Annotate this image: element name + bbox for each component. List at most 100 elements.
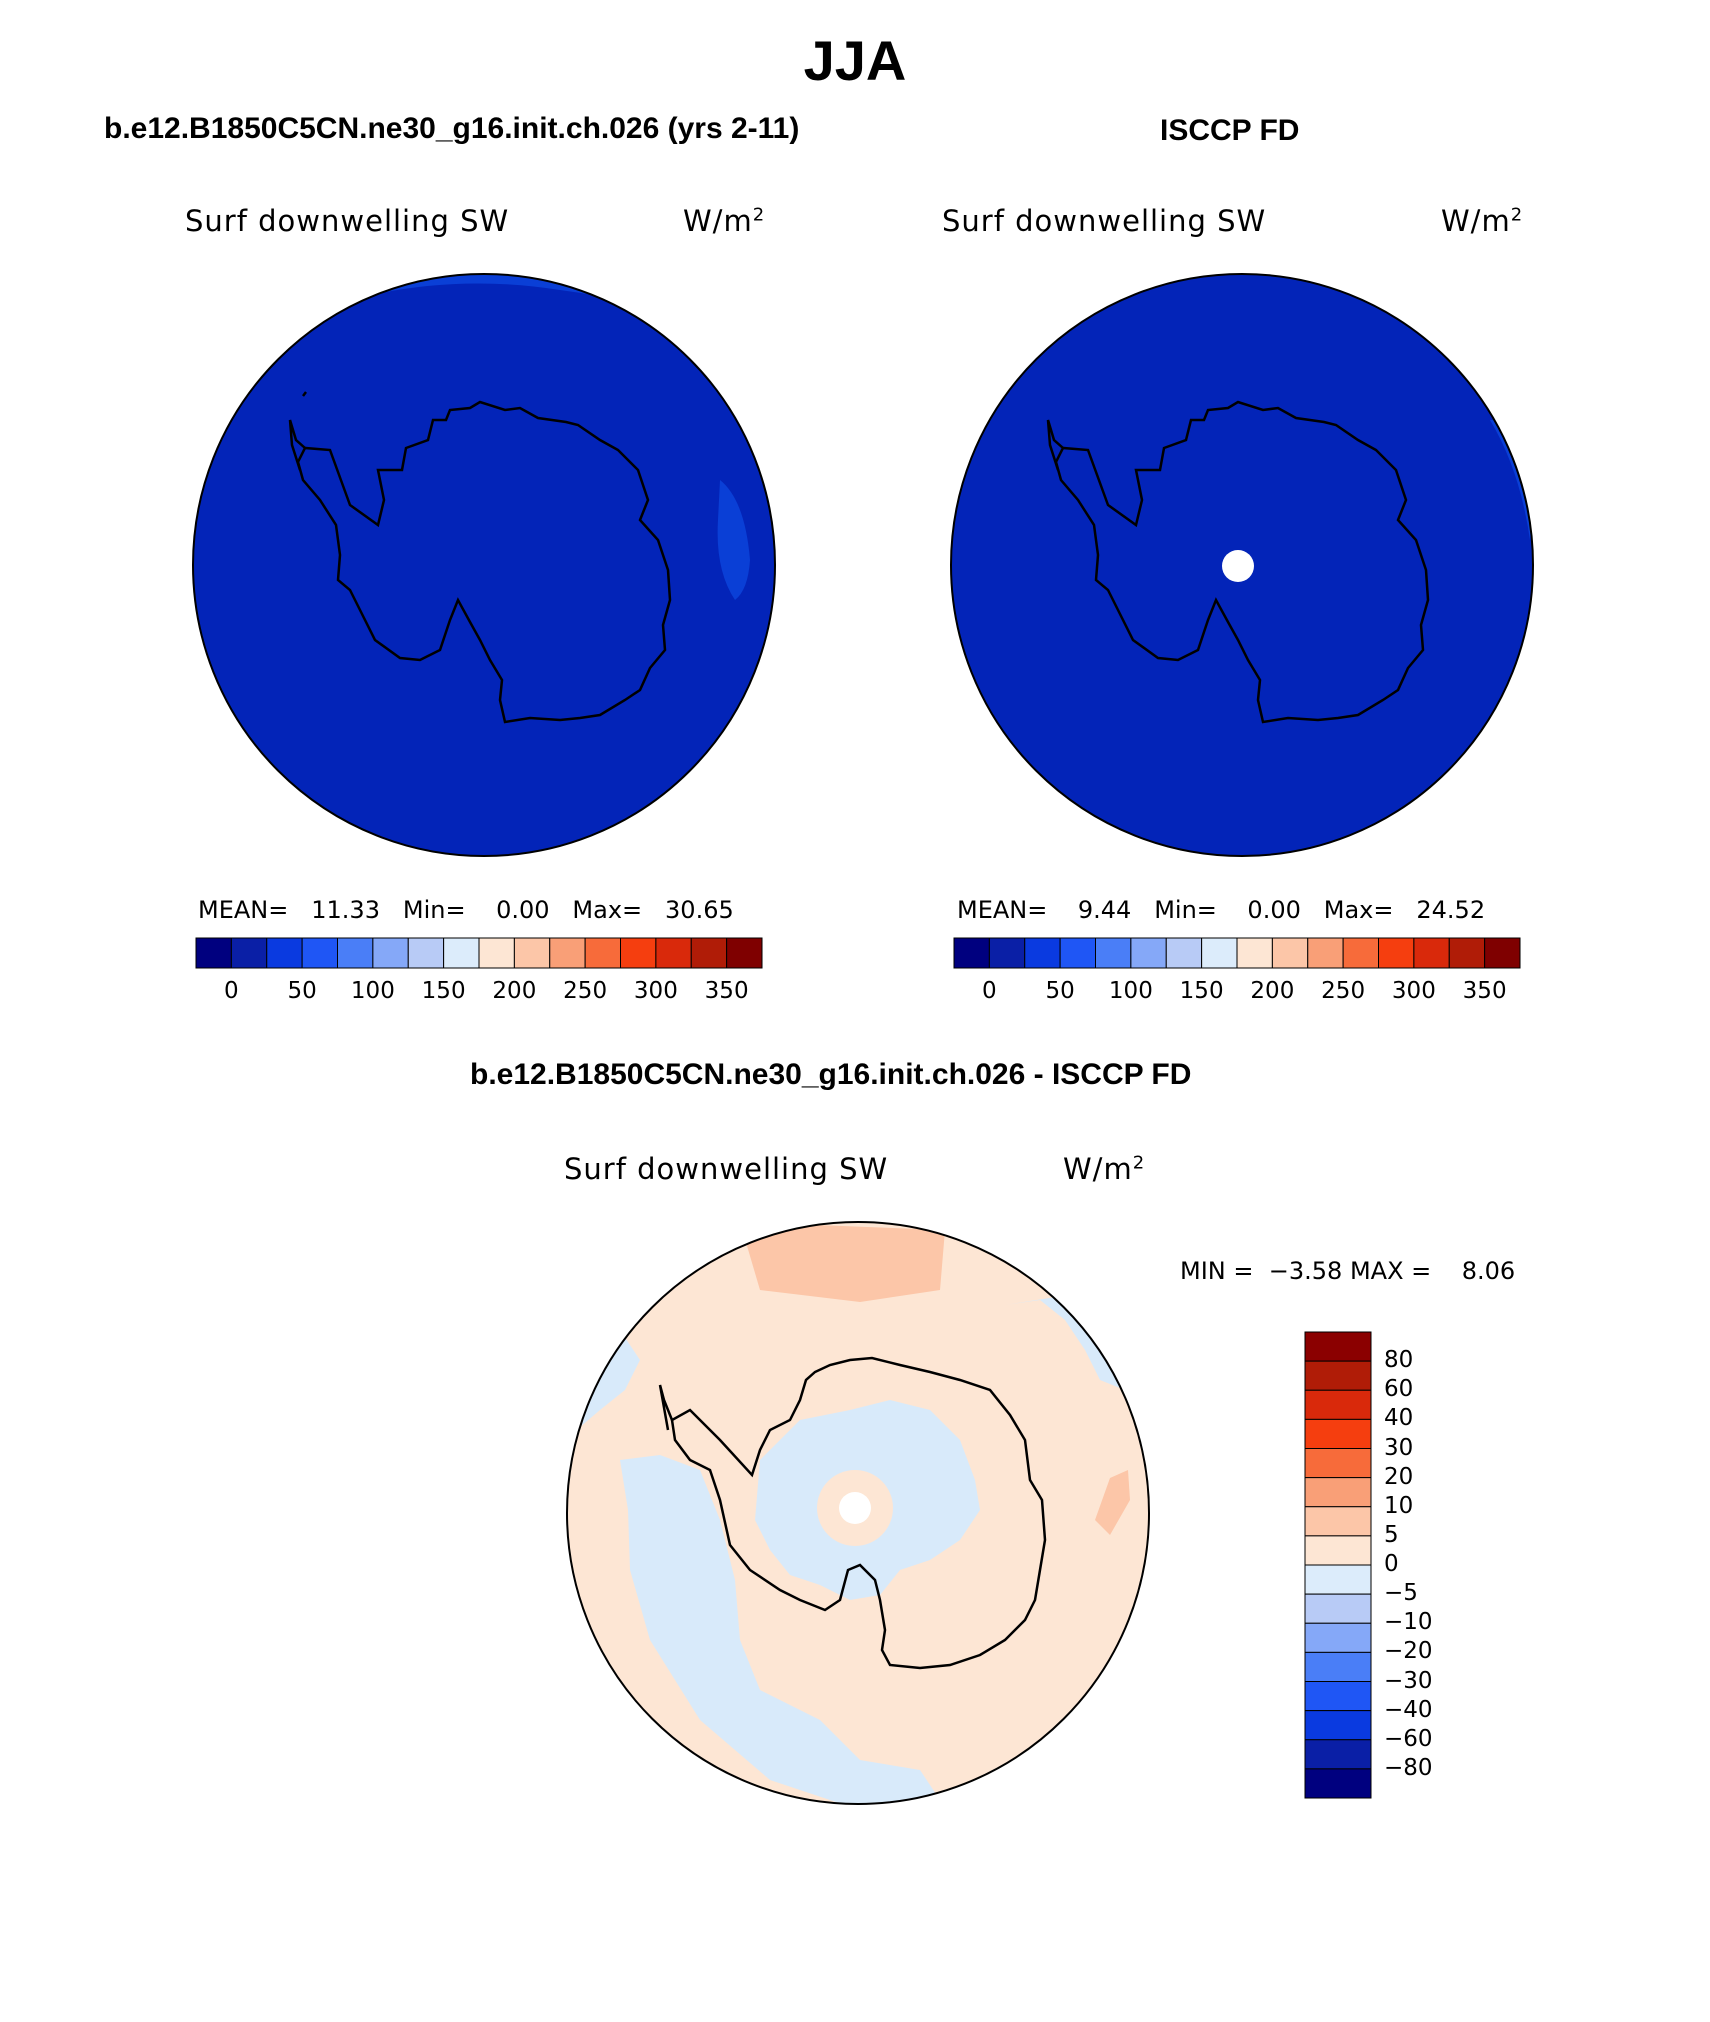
diff-peninsula — [658, 1384, 674, 1431]
right-colorbar-swatch — [1307, 937, 1344, 969]
left-colorbar-swatch — [301, 937, 339, 969]
diff-salmon-north — [740, 1222, 945, 1302]
right-colorbar-swatch — [1059, 937, 1097, 969]
left-colorbar-swatch — [726, 937, 763, 969]
left-colorbar-swatch — [337, 937, 374, 969]
right-colorbar-tick-label: 150 — [1179, 978, 1224, 1004]
left-colorbar-swatch — [372, 937, 409, 969]
right-stats: MEAN= 9.44 Min= 0.00 Max= 24.52 — [957, 896, 1486, 924]
main-title: JJA — [803, 29, 907, 92]
right-colorbar-tick-label: 100 — [1108, 978, 1153, 1004]
left-stats: MEAN= 11.33 Min= 0.00 Max= 30.65 — [198, 896, 734, 924]
diff-salmon-east — [1095, 1470, 1130, 1535]
right-antarctica-coastline — [1054, 400, 1430, 724]
diff-colorbar-tick-label: 80 — [1384, 1347, 1414, 1374]
diff-colorbar-tick-label: 60 — [1384, 1376, 1414, 1403]
right-colorbar-swatch — [953, 937, 990, 969]
left-variable-label: Surf downwelling SW — [185, 204, 510, 238]
right-colorbar-swatch — [1201, 937, 1238, 969]
left-colorbar-swatch — [690, 937, 728, 969]
left-colorbar-swatch — [549, 937, 586, 969]
left-colorbar-tick-label: 100 — [350, 978, 395, 1004]
diff-colorbar-tick-label: 40 — [1384, 1405, 1414, 1432]
right-colorbar — [953, 937, 1521, 969]
right-colorbar-swatch — [1130, 937, 1167, 969]
left-ocean-field — [193, 274, 775, 856]
diff-variable-label: Surf downwelling SW — [564, 1152, 889, 1186]
right-case-title: ISCCP FD — [1160, 114, 1300, 147]
diff-colorbar-swatch — [1304, 1535, 1372, 1566]
left-peninsula — [288, 419, 306, 471]
right-peninsula — [1046, 419, 1064, 471]
left-island — [302, 391, 307, 397]
right-colorbar-swatch — [1448, 937, 1486, 969]
diff-case-title: b.e12.B1850C5CN.ne30_g16.init.ch.026 - I… — [470, 1058, 1192, 1091]
diff-colorbar-swatch — [1304, 1651, 1372, 1683]
diff-colorbar-tick-label: 20 — [1384, 1463, 1414, 1490]
diff-colorbar-tick-label: −30 — [1384, 1667, 1433, 1694]
diff-colorbar-swatch — [1304, 1477, 1372, 1508]
left-light-band-east — [717, 480, 750, 600]
right-colorbar-swatch — [1378, 937, 1415, 969]
left-colorbar-tick-label: 0 — [224, 978, 239, 1004]
right-colorbar-tick-label: 200 — [1250, 978, 1295, 1004]
left-antarctica-coastline — [296, 400, 672, 724]
right-colorbar-ticks: 0 50 100 150 200 250 300 350 — [954, 978, 1520, 1008]
right-colorbar-tick-label: 50 — [1045, 978, 1075, 1004]
right-colorbar-tick-label: 350 — [1462, 978, 1507, 1004]
diff-colorbar-tick-label: 0 — [1384, 1551, 1399, 1577]
diff-colorbar-ticks: 80 60 40 30 20 10 5 0 −5 −10 −20 −30 −40 −60 −80 — [1384, 1332, 1464, 1798]
right-colorbar-swatch — [1165, 937, 1203, 969]
diff-colorbar — [1304, 1331, 1372, 1799]
right-colorbar-tick-label: 300 — [1391, 978, 1436, 1004]
diff-colorbar-swatch — [1304, 1710, 1372, 1741]
diff-colorbar-swatch — [1304, 1681, 1372, 1712]
right-colorbar-swatch — [1095, 937, 1132, 969]
left-colorbar-swatch — [584, 937, 622, 969]
diff-colorbar-swatch — [1304, 1448, 1372, 1479]
left-map-border — [192, 273, 776, 857]
diff-colorbar-swatch — [1304, 1622, 1372, 1653]
diff-colorbar-tick-label: −10 — [1384, 1609, 1433, 1636]
diff-units-label: W/m2 — [1063, 1152, 1146, 1186]
diff-blue-southwest — [620, 1455, 940, 1804]
diff-colorbar-tick-label: −5 — [1384, 1580, 1418, 1607]
diff-antarctica-coastline — [670, 1356, 1047, 1670]
left-colorbar-swatch — [266, 937, 303, 969]
right-colorbar-tick-label: 250 — [1321, 978, 1366, 1004]
left-colorbar-swatch — [478, 937, 515, 969]
right-missing-pole — [1222, 550, 1254, 582]
left-units-label: W/m2 — [683, 204, 766, 238]
diff-colorbar-swatch — [1304, 1564, 1372, 1595]
left-colorbar-tick-label: 350 — [704, 978, 749, 1004]
diff-colorbar-swatch — [1304, 1389, 1372, 1420]
diff-map-border — [566, 1221, 1150, 1805]
right-units-label: W/m2 — [1441, 204, 1524, 238]
right-colorbar-swatch — [1342, 937, 1380, 969]
diff-colorbar-swatch — [1304, 1506, 1372, 1537]
diff-colorbar-swatch — [1304, 1739, 1372, 1770]
left-case-title: b.e12.B1850C5CN.ne30_g16.init.ch.026 (yr… — [104, 112, 800, 145]
diff-colorbar-swatch — [1304, 1360, 1372, 1391]
right-variable-label: Surf downwelling SW — [942, 204, 1267, 238]
diff-minmax: MIN = −3.58 MAX = 8.06 — [1180, 1257, 1516, 1285]
diff-colorbar-tick-label: −40 — [1384, 1696, 1433, 1723]
right-map-border — [950, 273, 1534, 857]
left-colorbar-tick-label: 200 — [492, 978, 537, 1004]
left-colorbar-swatch — [443, 937, 480, 969]
diff-colorbar-tick-label: 5 — [1384, 1521, 1399, 1548]
right-colorbar-swatch — [1271, 937, 1309, 969]
right-colorbar-swatch — [1484, 937, 1521, 969]
left-colorbar-swatch — [407, 937, 445, 969]
left-colorbar-tick-label: 250 — [563, 978, 608, 1004]
diff-colorbar-tick-label: −80 — [1384, 1754, 1433, 1781]
left-colorbar — [195, 937, 763, 969]
diff-colorbar-swatch — [1304, 1593, 1372, 1624]
left-colorbar-swatch — [230, 937, 268, 969]
left-colorbar-tick-label: 150 — [421, 978, 466, 1004]
right-colorbar-swatch — [1236, 937, 1273, 969]
left-colorbar-swatch — [655, 937, 692, 969]
